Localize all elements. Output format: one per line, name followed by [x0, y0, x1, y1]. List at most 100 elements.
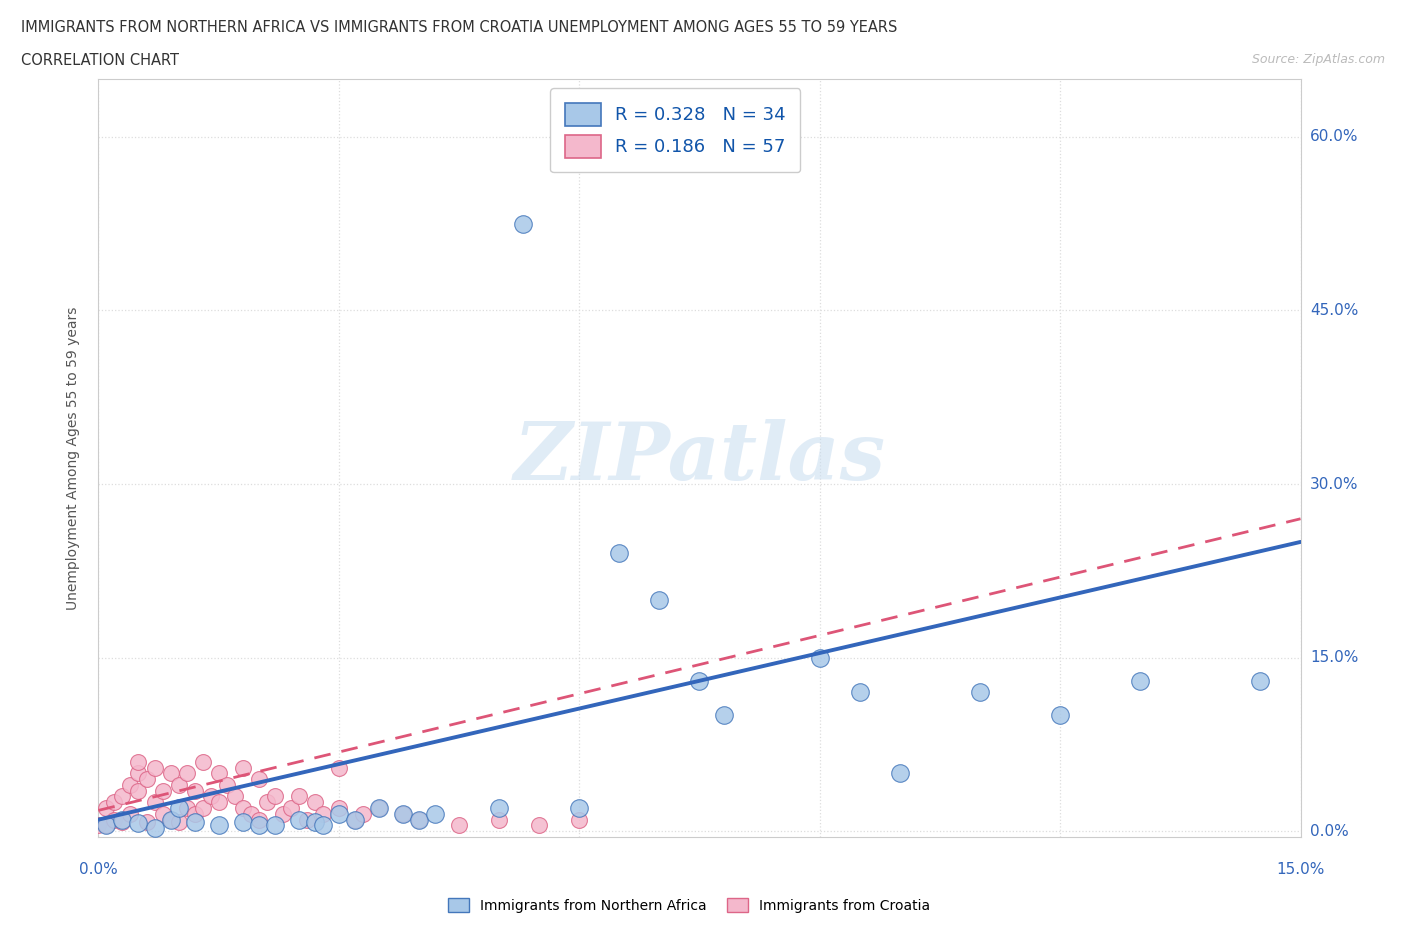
Point — [191, 801, 214, 816]
Text: Source: ZipAtlas.com: Source: ZipAtlas.com — [1251, 53, 1385, 66]
Point — [247, 818, 270, 833]
Text: 60.0%: 60.0% — [1310, 129, 1358, 144]
Point — [808, 650, 831, 665]
Point — [343, 812, 366, 827]
Point — [304, 815, 326, 830]
Point — [143, 760, 166, 775]
Point — [1049, 708, 1071, 723]
Point — [423, 806, 446, 821]
Point — [120, 806, 142, 821]
Point — [304, 795, 326, 810]
Point — [447, 818, 470, 833]
Point — [529, 818, 551, 833]
Point — [103, 812, 125, 827]
Point — [328, 806, 350, 821]
Y-axis label: Unemployment Among Ages 55 to 59 years: Unemployment Among Ages 55 to 59 years — [66, 306, 80, 610]
Point — [1250, 673, 1272, 688]
Point — [167, 815, 190, 830]
Point — [568, 801, 591, 816]
Point — [128, 816, 150, 830]
Text: CORRELATION CHART: CORRELATION CHART — [21, 53, 179, 68]
Point — [120, 777, 142, 792]
Point — [295, 812, 318, 827]
Point — [512, 217, 534, 232]
Text: IMMIGRANTS FROM NORTHERN AFRICA VS IMMIGRANTS FROM CROATIA UNEMPLOYMENT AMONG AG: IMMIGRANTS FROM NORTHERN AFRICA VS IMMIG… — [21, 20, 897, 35]
Point — [135, 772, 157, 787]
Point — [247, 812, 270, 827]
Point — [343, 812, 366, 827]
Point — [568, 812, 591, 827]
Point — [208, 766, 231, 781]
Point — [159, 812, 181, 827]
Point — [103, 795, 125, 810]
Text: 30.0%: 30.0% — [1310, 476, 1358, 492]
Point — [247, 772, 270, 787]
Point — [96, 801, 118, 816]
Point — [224, 789, 246, 804]
Point — [111, 815, 134, 830]
Point — [143, 795, 166, 810]
Point — [263, 789, 285, 804]
Point — [688, 673, 710, 688]
Point — [312, 806, 335, 821]
Point — [200, 789, 222, 804]
Text: ZIPatlas: ZIPatlas — [513, 419, 886, 497]
Point — [288, 789, 311, 804]
Point — [128, 766, 150, 781]
Point — [167, 801, 190, 816]
Point — [191, 754, 214, 769]
Point — [96, 818, 118, 833]
Point — [232, 815, 254, 830]
Point — [143, 820, 166, 835]
Point — [328, 801, 350, 816]
Point — [128, 754, 150, 769]
Point — [408, 812, 430, 827]
Text: 0.0%: 0.0% — [79, 862, 118, 877]
Point — [263, 818, 285, 833]
Point — [183, 815, 205, 830]
Text: 0.0%: 0.0% — [1310, 824, 1348, 839]
Point — [232, 801, 254, 816]
Text: 15.0%: 15.0% — [1277, 862, 1324, 877]
Point — [1129, 673, 1152, 688]
Point — [183, 806, 205, 821]
Point — [488, 801, 510, 816]
Point — [271, 806, 294, 821]
Point — [312, 818, 335, 833]
Point — [159, 812, 181, 827]
Point — [328, 760, 350, 775]
Point — [849, 684, 872, 699]
Legend: Immigrants from Northern Africa, Immigrants from Croatia: Immigrants from Northern Africa, Immigra… — [441, 893, 936, 919]
Point — [128, 783, 150, 798]
Point — [183, 783, 205, 798]
Text: 15.0%: 15.0% — [1310, 650, 1358, 665]
Point — [648, 592, 671, 607]
Point — [208, 818, 231, 833]
Point — [408, 812, 430, 827]
Point — [609, 546, 631, 561]
Point — [368, 801, 391, 816]
Point — [280, 801, 302, 816]
Point — [152, 783, 174, 798]
Point — [288, 812, 311, 827]
Text: 45.0%: 45.0% — [1310, 303, 1358, 318]
Point — [368, 801, 391, 816]
Point — [232, 760, 254, 775]
Point — [159, 766, 181, 781]
Point — [152, 806, 174, 821]
Point — [176, 766, 198, 781]
Point — [889, 766, 911, 781]
Point — [111, 812, 134, 827]
Point — [96, 818, 118, 833]
Point — [256, 795, 278, 810]
Point — [488, 812, 510, 827]
Legend: R = 0.328   N = 34, R = 0.186   N = 57: R = 0.328 N = 34, R = 0.186 N = 57 — [550, 88, 800, 172]
Point — [167, 777, 190, 792]
Point — [713, 708, 735, 723]
Point — [176, 801, 198, 816]
Point — [239, 806, 262, 821]
Point — [135, 815, 157, 830]
Point — [208, 795, 231, 810]
Point — [111, 789, 134, 804]
Point — [392, 806, 415, 821]
